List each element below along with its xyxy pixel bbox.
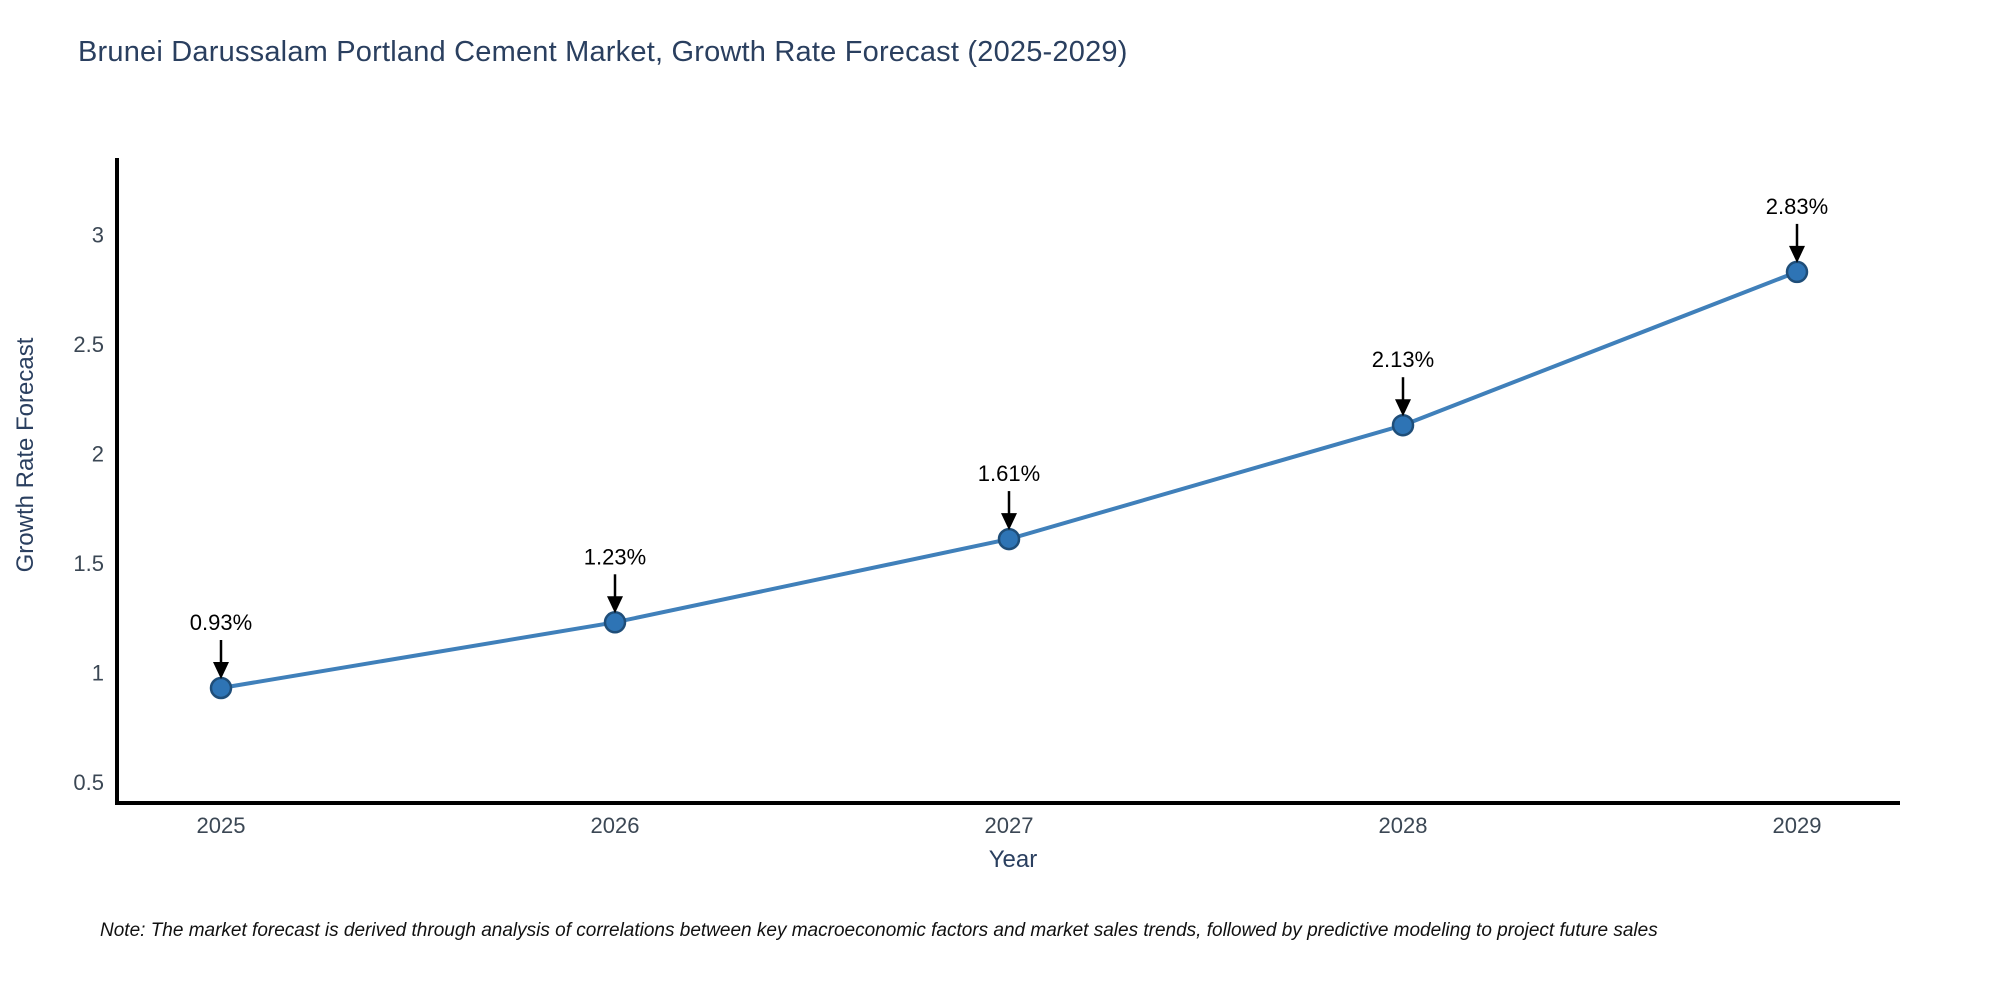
x-tick-label: 2028 [1379,813,1428,838]
x-tick-label: 2026 [591,813,640,838]
data-point-marker [1391,413,1415,437]
data-point-marker [997,527,1021,551]
y-tick-label: 1.5 [73,551,104,576]
data-point-label: 1.23% [584,544,646,569]
annotation-arrowhead-icon [213,662,229,679]
annotation-arrowhead-icon [1789,245,1805,263]
annotation-arrowhead-icon [1001,513,1017,531]
x-tick-label: 2027 [985,813,1034,838]
chart-title: Brunei Darussalam Portland Cement Market… [78,36,1128,68]
data-point-label: 1.61% [978,461,1040,486]
x-tick-label: 2029 [1773,813,1822,838]
y-tick-label: 2 [92,442,104,467]
y-tick-label: 3 [92,223,104,248]
data-point-marker [1785,260,1809,284]
data-point-marker [209,676,233,700]
x-axis-title: Year [988,846,1038,873]
y-axis-title: Growth Rate Forecast [12,337,39,573]
data-point-label: 2.83% [1766,194,1828,219]
y-tick-label: 2.5 [73,332,104,357]
data-point-label: 2.13% [1372,347,1434,372]
data-point-marker [603,611,627,634]
annotation-arrowhead-icon [607,596,623,614]
y-tick-label: 1 [92,661,104,686]
footnote: Note: The market forecast is derived thr… [100,920,1658,941]
annotation-arrowhead-icon [1395,399,1411,417]
x-tick-label: 2025 [197,813,246,838]
y-tick-label: 0.5 [73,770,104,795]
data-point-label: 0.93% [190,610,252,635]
